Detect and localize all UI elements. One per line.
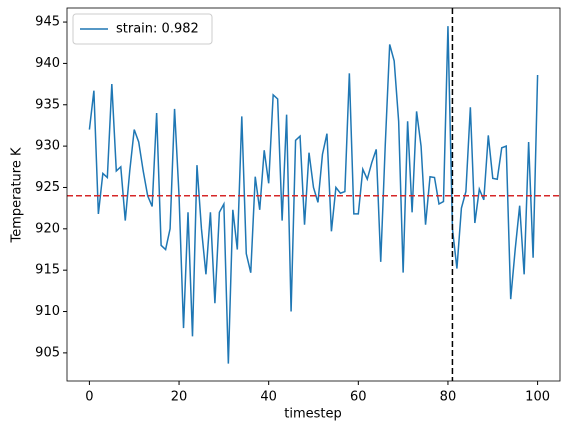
- y-tick-label: 925: [35, 180, 60, 195]
- y-tick-label: 930: [35, 139, 60, 154]
- x-tick-label: 0: [85, 390, 93, 405]
- data-line: [88, 26, 539, 364]
- x-axis-label: timestep: [284, 407, 342, 422]
- y-axis-label: Temperature K: [10, 147, 25, 243]
- y-tick-label: 945: [35, 15, 60, 30]
- y-tick-label: 935: [35, 97, 60, 112]
- legend-box: [72, 13, 213, 45]
- y-tick-label: 905: [35, 345, 60, 360]
- legend-label: strain: 0.982: [116, 22, 199, 37]
- y-tick-label: 940: [35, 56, 60, 71]
- y-tick-label: 920: [35, 221, 60, 236]
- x-tick-label: 80: [440, 390, 457, 405]
- y-tick-label: 910: [35, 304, 60, 319]
- x-tick-label: 60: [350, 390, 367, 405]
- x-tick-label: 100: [525, 390, 550, 405]
- y-tick-label: 915: [35, 263, 60, 278]
- x-tick-label: 40: [260, 390, 277, 405]
- x-tick-label: 20: [171, 390, 188, 405]
- plot-frame: [66, 7, 561, 382]
